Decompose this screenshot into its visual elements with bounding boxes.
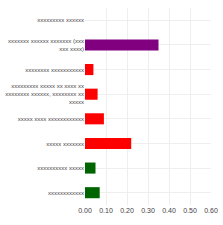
svg-text:0.40: 0.40 [162, 207, 176, 214]
svg-text:xxxxxxxxxx xxxxx: xxxxxxxxxx xxxxx [37, 165, 84, 171]
svg-text:xxxxxxx xxxxxx xxxxxxx (xxxxxx: xxxxxxx xxxxxx xxxxxxx (xxxxxx xxxx) [8, 38, 84, 52]
svg-text:0.60: 0.60 [204, 207, 218, 214]
svg-text:0.10: 0.10 [99, 207, 113, 214]
svg-text:xxxxxxxxx xxxxxx: xxxxxxxxx xxxxxx [37, 17, 84, 23]
svg-text:xxxxxxxx xxxxxxxxxxx: xxxxxxxx xxxxxxxxxxx [25, 67, 84, 73]
svg-text:xxxxxxxxx xxxxx xx xxxx xxxxxx: xxxxxxxxx xxxxx xx xxxx xxxxxxxxxx xxxxx… [5, 83, 84, 105]
svg-text:xxxxx xxxx xxxxxxxxxxxx: xxxxx xxxx xxxxxxxxxxxx [18, 116, 84, 122]
svg-text:0.30: 0.30 [141, 207, 155, 214]
svg-text:0.00: 0.00 [78, 207, 92, 214]
svg-text:xxxxxxxxxxxx: xxxxxxxxxxxx [48, 190, 84, 196]
svg-text:0.20: 0.20 [120, 207, 134, 214]
svg-text:0.50: 0.50 [183, 207, 197, 214]
svg-text:xxxxx xxxxxxx: xxxxx xxxxxxx [46, 141, 84, 147]
